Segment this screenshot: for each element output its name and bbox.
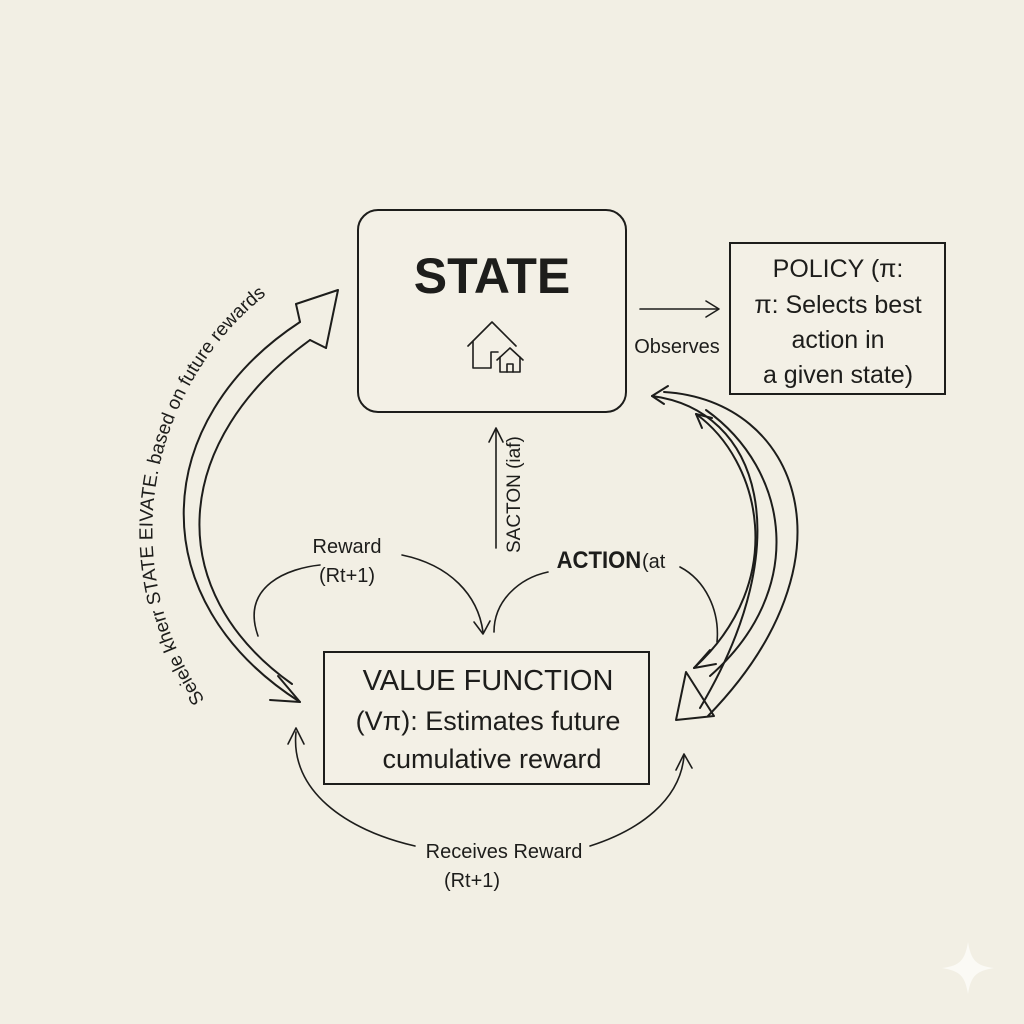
policy-to-value-arrows xyxy=(651,385,799,721)
future-rewards-label: Seiele kherr STATE EIVATE. based on futu… xyxy=(136,282,269,708)
value-function-box xyxy=(323,651,650,785)
action-label: ACTION xyxy=(557,546,642,573)
state-box xyxy=(357,209,627,413)
future-rewards-arrow xyxy=(182,289,339,703)
action-curve xyxy=(493,566,719,643)
saction-label: SACTON (iaf) xyxy=(504,436,525,553)
reward-label-line-2: (Rt+1) xyxy=(319,565,375,587)
policy-line-1: POLICY (π: xyxy=(773,255,904,283)
reward-curve xyxy=(253,554,491,637)
house-icon xyxy=(467,321,524,373)
sparkle-icon xyxy=(942,942,994,994)
observes-arrow xyxy=(639,300,720,318)
value-function-node: VALUE FUNCTION (Vπ): Estimates future cu… xyxy=(323,651,650,785)
policy-line-3: action in xyxy=(791,326,884,354)
action-suffix-label: (at xyxy=(642,551,666,573)
policy-line-2: π: Selects best xyxy=(754,291,921,319)
policy-box xyxy=(729,242,946,395)
receives-reward-line-1: Receives Reward xyxy=(426,841,583,863)
saction-arrow xyxy=(488,427,504,549)
value-line-1: VALUE FUNCTION xyxy=(363,665,614,697)
value-line-3: cumulative reward xyxy=(382,744,601,774)
state-node: STATE xyxy=(357,209,627,413)
state-title: STATE xyxy=(414,248,570,304)
future-rewards-text-path: Seiele kherr STATE EIVATE. based on futu… xyxy=(136,282,269,708)
value-line-2: (Vπ): Estimates future xyxy=(356,706,621,736)
observes-label: Observes xyxy=(634,336,720,358)
receives-reward-line-2: (Rt+1) xyxy=(444,870,500,892)
reward-label-line-1: Reward xyxy=(313,536,382,558)
receives-reward-curve xyxy=(287,727,693,847)
policy-node: POLICY (π: π: Selects best action in a g… xyxy=(729,242,946,395)
policy-line-4: a given state) xyxy=(763,361,913,389)
